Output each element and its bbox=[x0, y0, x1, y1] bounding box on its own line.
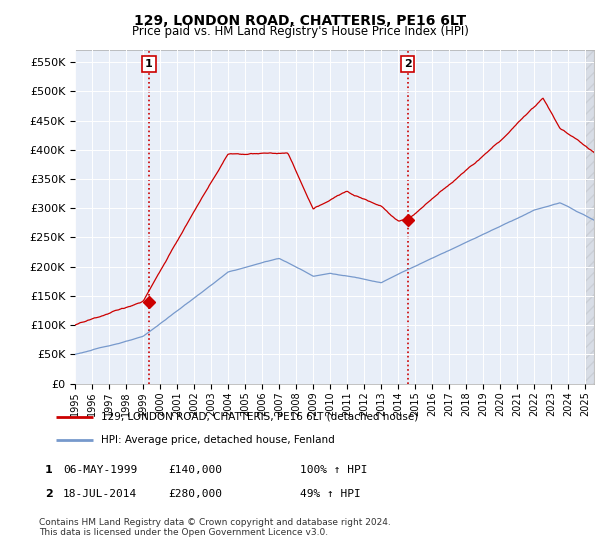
Text: 1: 1 bbox=[45, 465, 52, 475]
Text: 18-JUL-2014: 18-JUL-2014 bbox=[63, 489, 137, 499]
Bar bbox=[586, 50, 594, 384]
Text: Price paid vs. HM Land Registry's House Price Index (HPI): Price paid vs. HM Land Registry's House … bbox=[131, 25, 469, 38]
Text: 129, LONDON ROAD, CHATTERIS, PE16 6LT (detached house): 129, LONDON ROAD, CHATTERIS, PE16 6LT (d… bbox=[101, 412, 418, 422]
Text: 100% ↑ HPI: 100% ↑ HPI bbox=[300, 465, 367, 475]
Text: 1: 1 bbox=[145, 59, 153, 69]
Text: 2: 2 bbox=[45, 489, 52, 499]
Text: 2: 2 bbox=[404, 59, 412, 69]
Text: £140,000: £140,000 bbox=[168, 465, 222, 475]
Text: 49% ↑ HPI: 49% ↑ HPI bbox=[300, 489, 361, 499]
Text: 06-MAY-1999: 06-MAY-1999 bbox=[63, 465, 137, 475]
Text: HPI: Average price, detached house, Fenland: HPI: Average price, detached house, Fenl… bbox=[101, 435, 335, 445]
Text: 129, LONDON ROAD, CHATTERIS, PE16 6LT: 129, LONDON ROAD, CHATTERIS, PE16 6LT bbox=[134, 14, 466, 28]
Text: £280,000: £280,000 bbox=[168, 489, 222, 499]
Text: Contains HM Land Registry data © Crown copyright and database right 2024.
This d: Contains HM Land Registry data © Crown c… bbox=[39, 518, 391, 538]
